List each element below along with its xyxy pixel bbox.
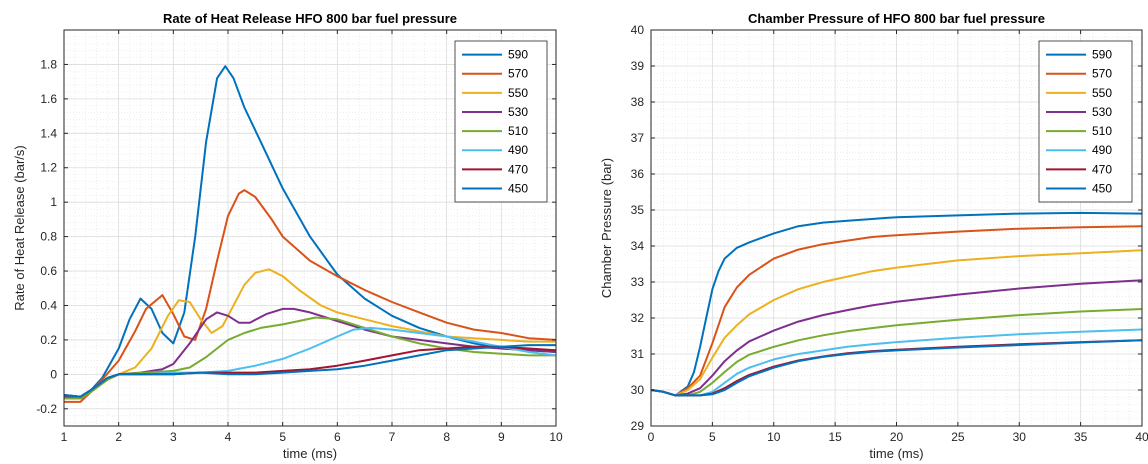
y-axis-label: Rate of Heat Release (bar/s)	[12, 145, 27, 310]
legend-label-590: 590	[508, 48, 528, 62]
y-axis-label: Chamber Pressure (bar)	[599, 158, 614, 298]
legend-box	[454, 40, 548, 203]
heat-release-chart: 1 2 3 4 5 6 7 8 9 10 -0.2 0 0.2 0.4 0.6 0.8 1 1.2 1.4 1.6 1.…	[12, 11, 563, 461]
x-tick-label: 7	[389, 430, 396, 444]
x-tick-label: 4	[225, 430, 232, 444]
y-tick-label: 1.6	[40, 92, 57, 106]
x-tick-label: 2	[115, 430, 122, 444]
chart-title: Rate of Heat Release HFO 800 bar fuel pr…	[163, 11, 457, 26]
y-tick-label: 31	[631, 347, 645, 361]
y-tick-label: 0.8	[40, 230, 57, 244]
x-axis-label: time (ms)	[869, 446, 923, 461]
legend-label-570: 570	[1092, 67, 1112, 81]
x-tick-label: 40	[1135, 430, 1148, 444]
series-line-570	[651, 225, 1142, 397]
series-line-550	[651, 249, 1142, 397]
legend-label-530: 530	[508, 105, 528, 119]
y-tick-label: 37	[631, 131, 645, 145]
y-tick-label: 0	[50, 367, 57, 381]
x-tick-label: 9	[498, 430, 505, 444]
series-group	[64, 65, 556, 403]
legend-label-450: 450	[508, 181, 528, 195]
y-tick-label: 32	[631, 311, 645, 325]
y-tick-label: 40	[631, 23, 645, 37]
legend-label-550: 550	[1092, 86, 1112, 100]
y-tick-label: 38	[631, 95, 645, 109]
legend-label-490: 490	[1092, 143, 1112, 157]
x-tick-label: 10	[549, 430, 563, 444]
y-tick-label: 30	[631, 383, 645, 397]
series-line-450	[651, 339, 1142, 397]
x-tick-label: 5	[709, 430, 716, 444]
chamber-pressure-chart: 0 5 10 15 20 25 30 35 40293031323334353637383940…	[599, 11, 1148, 461]
axes-box	[63, 29, 557, 427]
y-tick-label: 1.2	[40, 161, 57, 175]
y-tick-label: 33	[631, 275, 645, 289]
x-tick-label: 0	[648, 430, 655, 444]
y-tick-label: 29	[631, 419, 645, 433]
chart-title: Chamber Pressure of HFO 800 bar fuel pre…	[748, 11, 1045, 26]
x-tick-label: 5	[279, 430, 286, 444]
legend-label-590: 590	[1092, 48, 1112, 62]
legend-label-450: 450	[1092, 181, 1112, 195]
y-tick-label: 0.2	[40, 333, 57, 347]
y-tick-label: 1.4	[40, 126, 57, 140]
x-tick-label: 35	[1074, 430, 1088, 444]
y-tick-label: 0.6	[40, 264, 57, 278]
x-tick-label: 8	[443, 430, 450, 444]
y-tick-label: -0.2	[36, 402, 57, 416]
series-line-530	[651, 279, 1142, 397]
y-tick-label: 1	[50, 195, 57, 209]
series-group	[651, 211, 1142, 397]
legend-label-470: 470	[1092, 162, 1112, 176]
legend-label-550: 550	[508, 86, 528, 100]
y-tick-label: 0.4	[40, 298, 57, 312]
series-line-550	[64, 268, 556, 400]
y-tick-label: 39	[631, 59, 645, 73]
y-tick-label: 35	[631, 203, 645, 217]
x-tick-label: 1	[61, 430, 68, 444]
x-axis-label: time (ms)	[283, 446, 337, 461]
legend: 590 570 550 530 510 490 470 450	[1038, 40, 1133, 203]
x-tick-label: 3	[170, 430, 177, 444]
legend-label-510: 510	[508, 124, 528, 138]
x-tick-label: 25	[951, 430, 965, 444]
series-line-450	[64, 344, 556, 398]
x-tick-label: 20	[890, 430, 904, 444]
x-tick-label: 15	[828, 430, 842, 444]
legend-box	[1038, 40, 1133, 203]
x-tick-label: 6	[334, 430, 341, 444]
legend-label-470: 470	[508, 162, 528, 176]
legend: 590 570 550 530 510 490 470 450	[454, 40, 548, 203]
y-tick-label: 1.8	[40, 57, 57, 71]
series-line-570	[64, 189, 556, 403]
legend-label-570: 570	[508, 67, 528, 81]
series-line-590	[651, 211, 1142, 397]
x-tick-label: 30	[1013, 430, 1027, 444]
legend-label-490: 490	[508, 143, 528, 157]
x-tick-label: 10	[767, 430, 781, 444]
legend-label-530: 530	[1092, 105, 1112, 119]
series-line-590	[64, 65, 556, 398]
y-tick-label: 34	[631, 239, 645, 253]
y-tick-label: 36	[631, 167, 645, 181]
legend-label-510: 510	[1092, 124, 1112, 138]
